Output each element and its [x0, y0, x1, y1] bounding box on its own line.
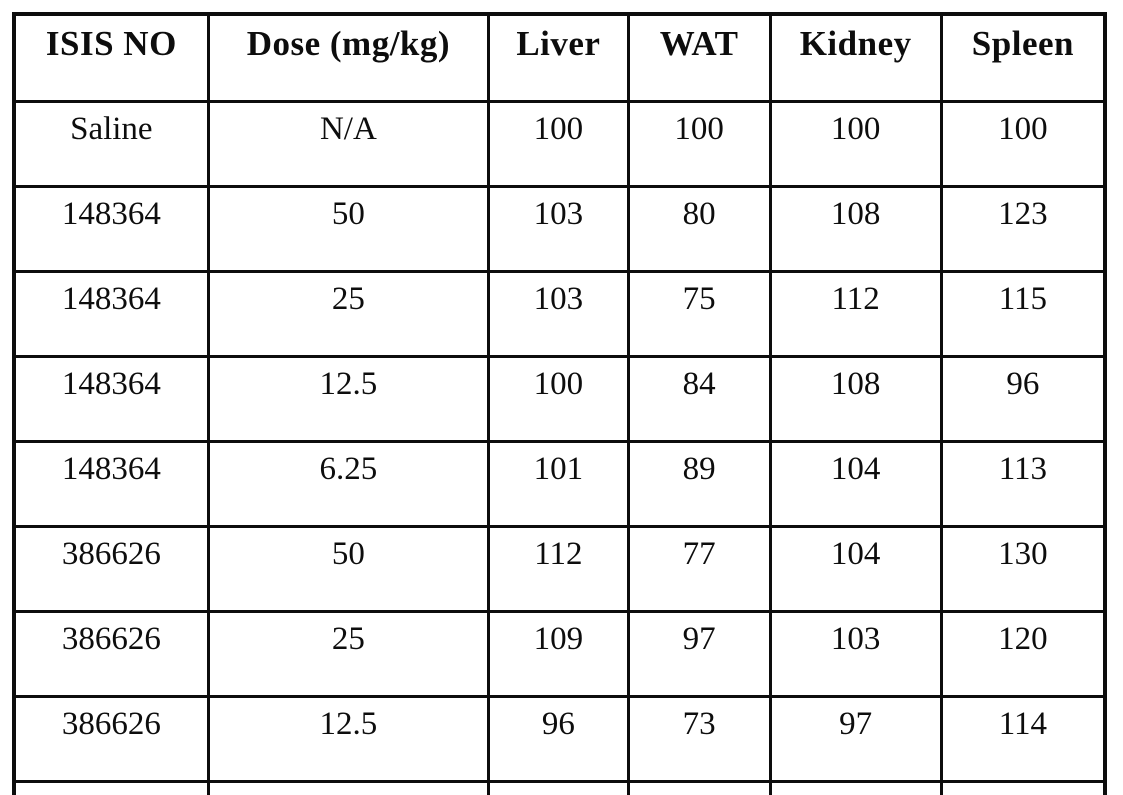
table-cell: 109 — [487, 610, 630, 698]
table-cell: 100 — [487, 780, 630, 795]
table-cell: 95 — [939, 780, 1107, 795]
table-cell: 104 — [768, 440, 943, 528]
table-cell: 50 — [206, 185, 491, 273]
table-cell: 25 — [206, 610, 491, 698]
table-row: 148364 6.25 101 89 104 113 — [12, 440, 1107, 528]
table-row: Saline N/A 100 100 100 100 — [12, 100, 1107, 188]
table-cell: 80 — [626, 185, 772, 273]
table-cell: 90 — [626, 780, 772, 795]
table-cell: 100 — [487, 355, 630, 443]
table-cell: 148364 — [12, 440, 210, 528]
table-row: 386626 12.5 96 73 97 114 — [12, 695, 1107, 783]
table-cell: 103 — [487, 270, 630, 358]
dose-response-organ-table: ISIS NO Dose (mg/kg) Liver WAT Kidney Sp… — [12, 12, 1107, 795]
table-cell: 148364 — [12, 355, 210, 443]
table-cell: 77 — [626, 525, 772, 613]
header-liver: Liver — [487, 12, 630, 103]
table-cell: 148364 — [12, 270, 210, 358]
table-cell: 148364 — [12, 185, 210, 273]
table-cell: 101 — [487, 440, 630, 528]
table-row: 3866266.251009010095 — [12, 780, 1107, 795]
table-row: 386626 25 109 97 103 120 — [12, 610, 1107, 698]
table-header-row: ISIS NO Dose (mg/kg) Liver WAT Kidney Sp… — [12, 12, 1107, 103]
table-cell: 386626 — [12, 695, 210, 783]
table-cell: N/A — [206, 100, 491, 188]
table-cell: 96 — [939, 355, 1107, 443]
table-cell: 103 — [768, 610, 943, 698]
table-cell: 97 — [768, 695, 943, 783]
table-cell: 108 — [768, 185, 943, 273]
header-spleen: Spleen — [939, 12, 1107, 103]
table-cell: 100 — [768, 780, 943, 795]
table-cell: 100 — [626, 100, 772, 188]
table-cell: 97 — [626, 610, 772, 698]
table-cell: 84 — [626, 355, 772, 443]
table-cell: 89 — [626, 440, 772, 528]
table-row: 148364 50 103 80 108 123 — [12, 185, 1107, 273]
table-header: ISIS NO Dose (mg/kg) Liver WAT Kidney Sp… — [12, 12, 1107, 103]
table-cell: 100 — [768, 100, 943, 188]
table-cell: 100 — [939, 100, 1107, 188]
table-cell: 386626 — [12, 610, 210, 698]
table-cell: 115 — [939, 270, 1107, 358]
table-row: 148364 25 103 75 112 115 — [12, 270, 1107, 358]
table-cell: 75 — [626, 270, 772, 358]
table-cell: 100 — [487, 100, 630, 188]
table-cell: 73 — [626, 695, 772, 783]
table-cell: 96 — [487, 695, 630, 783]
header-dose: Dose (mg/kg) — [206, 12, 491, 103]
header-isis-no: ISIS NO — [12, 12, 210, 103]
table-cell: 130 — [939, 525, 1107, 613]
table-cell: 12.5 — [206, 695, 491, 783]
table-cell: 112 — [768, 270, 943, 358]
table-cell: 112 — [487, 525, 630, 613]
table-cell: 50 — [206, 525, 491, 613]
table-cell: 103 — [487, 185, 630, 273]
table-row: 386626 50 112 77 104 130 — [12, 525, 1107, 613]
table-row: 148364 12.5 100 84 108 96 — [12, 355, 1107, 443]
table-cell: Saline — [12, 100, 210, 188]
table-cell: 120 — [939, 610, 1107, 698]
table-cell: 114 — [939, 695, 1107, 783]
header-kidney: Kidney — [768, 12, 943, 103]
table-cell: 12.5 — [206, 355, 491, 443]
table-cell: 386626 — [12, 525, 210, 613]
table-cell: 108 — [768, 355, 943, 443]
table-cell: 104 — [768, 525, 943, 613]
table-cell: 25 — [206, 270, 491, 358]
table-cell: 6.25 — [206, 780, 491, 795]
table-cell: 6.25 — [206, 440, 491, 528]
table-body: Saline N/A 100 100 100 100 148364 50 103 80 108 123… — [12, 100, 1107, 795]
table-cell: 123 — [939, 185, 1107, 273]
table-cell: 386626 — [12, 780, 210, 795]
table-cell: 113 — [939, 440, 1107, 528]
header-wat: WAT — [626, 12, 772, 103]
